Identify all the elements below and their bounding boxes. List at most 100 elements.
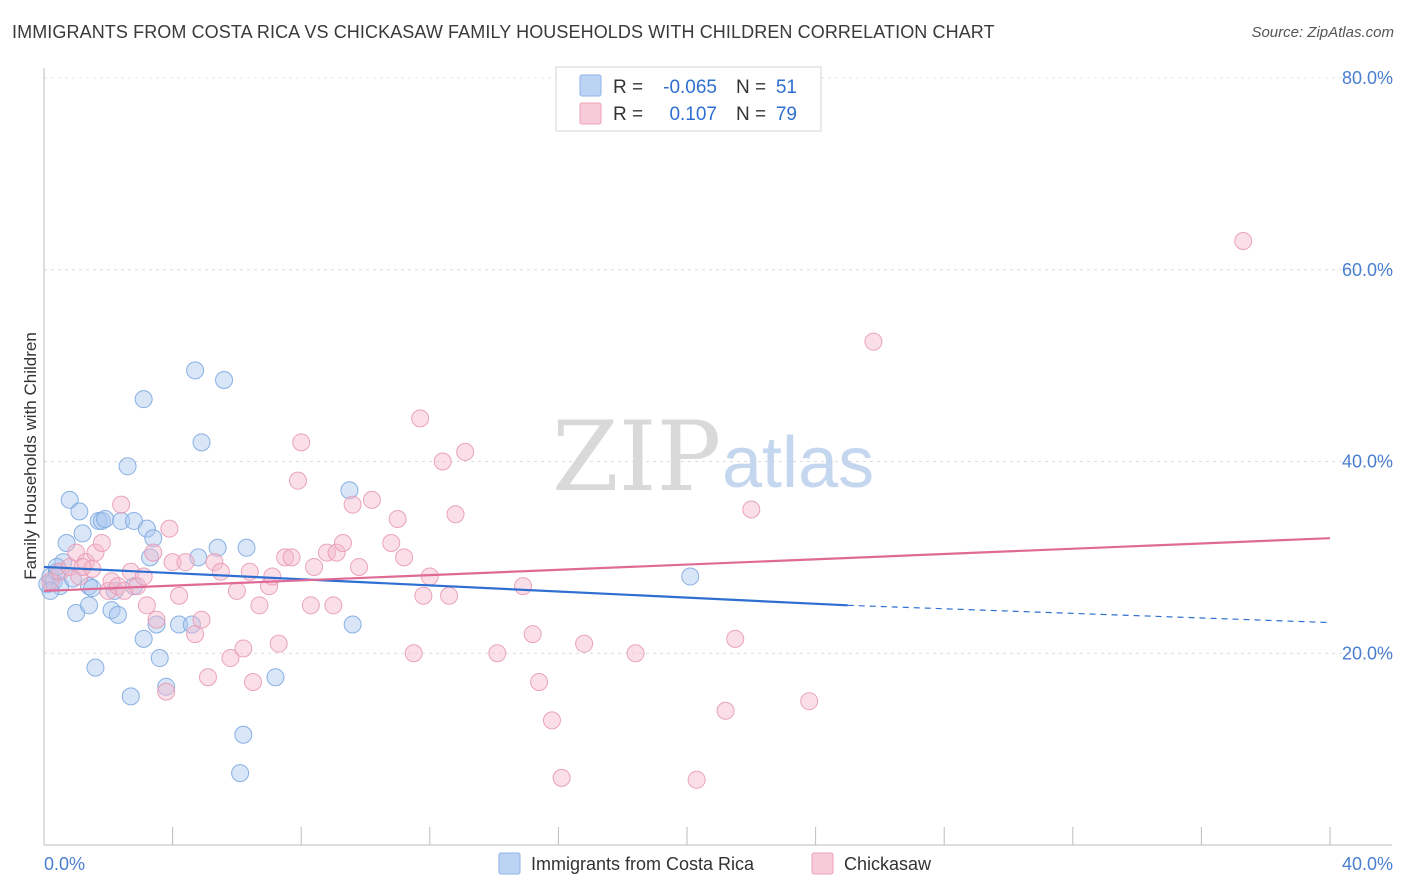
point-costa-rica [105,581,124,600]
point-costa-rica [170,615,189,634]
point-chickasaw [440,586,459,605]
legend-n-value-2: 79 [776,104,797,125]
point-chickasaw [292,433,311,452]
correlation-legend: R = -0.065 N = 51 R = 0.107 N = 79 [555,66,822,132]
point-chickasaw [687,770,706,789]
point-chickasaw [288,471,307,490]
point-chickasaw [269,634,288,653]
point-chickasaw [395,548,414,567]
point-chickasaw [404,644,423,663]
point-chickasaw [530,673,549,692]
point-chickasaw [99,581,118,600]
point-chickasaw [144,543,163,562]
point-chickasaw [324,596,343,615]
point-chickasaw [350,557,369,576]
point-chickasaw [250,596,269,615]
point-chickasaw [192,610,211,629]
point-chickasaw [388,510,407,529]
source-label: Source: ZipAtlas.com [1251,24,1394,41]
point-chickasaw [157,682,176,701]
point-costa-rica [234,725,253,744]
point-costa-rica [96,510,115,529]
point-chickasaw [73,557,92,576]
x-tick-label: 0.0% [44,854,85,874]
point-chickasaw [160,519,179,538]
point-chickasaw [305,557,324,576]
bottom-legend-swatch-chickasaw [811,852,834,875]
point-chickasaw [243,673,262,692]
point-chickasaw [343,495,362,514]
point-chickasaw [420,567,439,586]
point-costa-rica [343,615,362,634]
point-chickasaw [112,495,131,514]
point-costa-rica [182,615,201,634]
point-costa-rica [266,668,285,687]
x-tick-labels: 0.0% 40.0% [44,854,1393,874]
watermark-zip: ZIP [552,401,721,513]
series-legend: Immigrants from Costa Rica Chickasaw [498,852,932,875]
point-costa-rica [186,361,205,380]
point-chickasaw [211,562,230,581]
point-costa-rica [231,764,250,783]
point-chickasaw [147,610,166,629]
axes [43,68,1392,846]
point-chickasaw [276,548,295,567]
x-tick-label: 40.0% [1342,854,1393,874]
legend-n-value-1: 51 [776,77,797,98]
point-chickasaw [221,649,240,668]
point-chickasaw [227,581,246,600]
point-chickasaw [92,533,111,552]
point-chickasaw [86,543,105,562]
point-chickasaw [317,543,336,562]
point-costa-rica [118,457,137,476]
point-costa-rica [147,615,166,634]
legend-swatch-chickasaw [579,102,602,125]
point-chickasaw [327,543,346,562]
point-chickasaw [514,577,533,596]
watermark: ZIP atlas [552,401,874,513]
point-chickasaw [170,586,189,605]
point-chickasaw [137,596,156,615]
bottom-legend-swatch-costa-rica [498,852,521,875]
point-costa-rica [150,649,169,668]
point-chickasaw [76,553,95,572]
trend-lines [43,537,1331,624]
bottom-legend-label-chickasaw: Chickasaw [844,854,932,874]
trend-extension-costa-rica [847,604,1331,624]
y-tick-labels: 20.0% 40.0% 60.0% 80.0% [1342,68,1393,663]
point-chickasaw [362,490,381,509]
legend-n-label-1: N = [736,77,766,98]
point-chickasaw [433,452,452,471]
point-costa-rica [340,481,359,500]
point-chickasaw [864,332,883,351]
point-costa-rica [80,596,99,615]
point-chickasaw [626,644,645,663]
chart-title: IMMIGRANTS FROM COSTA RICA VS CHICKASAW … [12,22,995,42]
data-points [38,231,1253,789]
point-costa-rica [192,433,211,452]
point-costa-rica [70,502,89,521]
point-costa-rica [681,567,700,586]
legend-r-label-1: R = [613,77,643,98]
point-costa-rica [134,629,153,648]
point-costa-rica [112,511,131,530]
point-chickasaw [542,711,561,730]
point-chickasaw [333,533,352,552]
point-costa-rica [141,548,160,567]
point-costa-rica [73,524,92,543]
point-chickasaw [176,553,195,572]
point-costa-rica [92,511,111,530]
point-costa-rica [60,490,79,509]
point-costa-rica [134,390,153,409]
watermark-atlas: atlas [722,423,874,503]
trend-line-costa-rica [43,565,848,607]
point-chickasaw [446,505,465,524]
legend-r-value-1: -0.065 [663,77,717,98]
point-costa-rica [108,605,127,624]
point-costa-rica [86,658,105,677]
point-chickasaw [163,553,182,572]
point-chickasaw [742,500,761,519]
point-chickasaw [552,768,571,787]
legend-n-label-2: N = [736,104,766,125]
point-costa-rica [215,371,234,390]
